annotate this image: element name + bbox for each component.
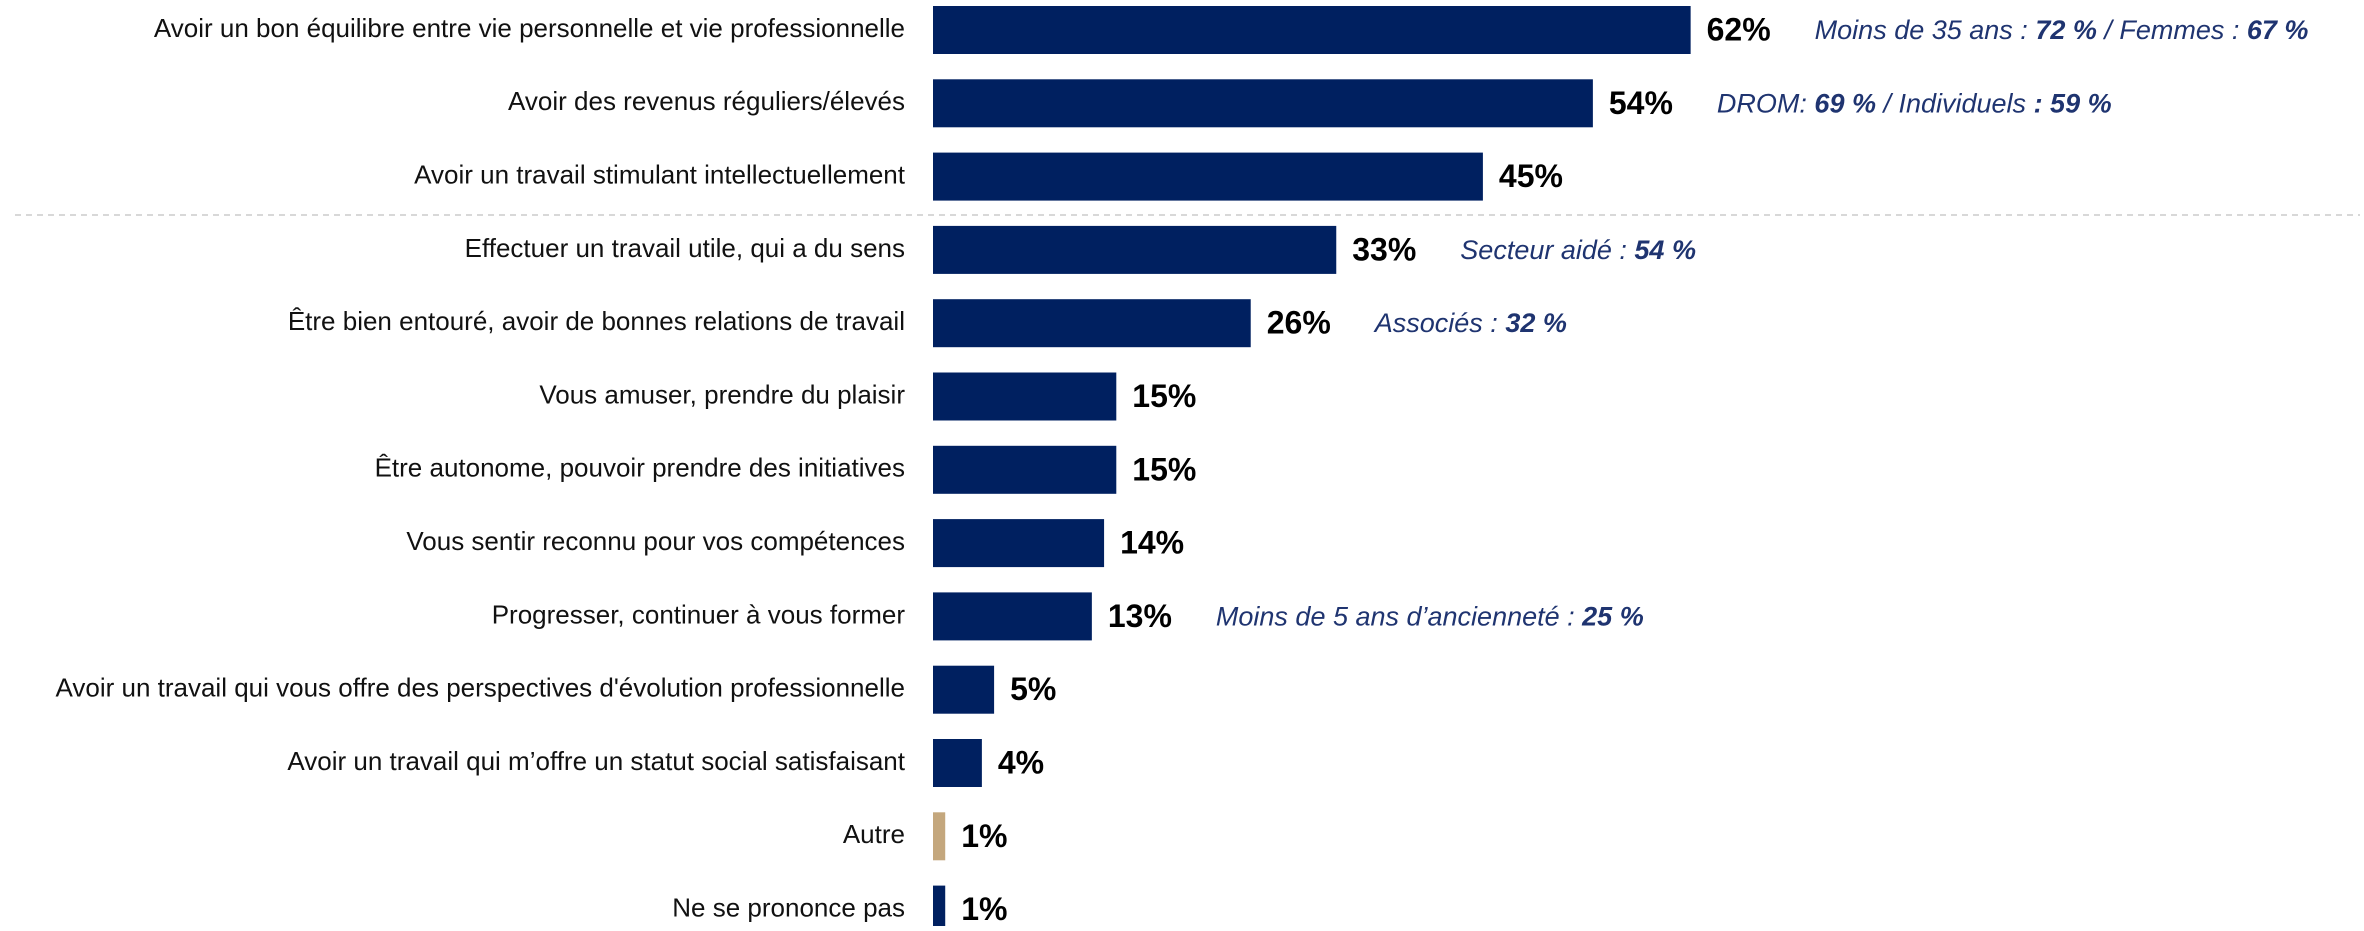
annotation-part: 69 % <box>1814 88 1876 118</box>
category-label: Avoir un bon équilibre entre vie personn… <box>154 13 905 43</box>
bar <box>933 6 1691 54</box>
value-label: 15% <box>1132 451 1196 487</box>
bar <box>933 79 1593 128</box>
annotation-part: Secteur aidé : <box>1460 235 1634 265</box>
bar <box>933 372 1117 421</box>
bar <box>933 445 1117 494</box>
annotation-part: Moins de 35 ans : <box>1815 15 2036 45</box>
value-label: 45% <box>1499 158 1563 194</box>
value-label: 62% <box>1707 11 1771 47</box>
value-label: 5% <box>1010 671 1056 707</box>
annotation-part: : 59 % <box>2034 88 2112 118</box>
annotation-part: 25 % <box>1581 602 1644 632</box>
annotation-part: Moins de 5 ans d’ancienneté : <box>1216 602 1582 632</box>
bar <box>933 665 995 714</box>
annotation: Moins de 5 ans d’ancienneté : 25 % <box>1216 602 1644 632</box>
category-label: Avoir des revenus réguliers/élevés <box>508 86 905 116</box>
value-label: 1% <box>961 891 1007 926</box>
value-label: 4% <box>998 744 1044 780</box>
category-label: Progresser, continuer à vous former <box>492 599 906 629</box>
category-label: Ne se prononce pas <box>672 892 905 922</box>
bar <box>933 812 946 861</box>
bar <box>933 299 1251 348</box>
bar <box>933 885 946 931</box>
category-label: Avoir un travail qui vous offre des pers… <box>56 673 906 703</box>
category-label: Être bien entouré, avoir de bonnes relat… <box>288 306 905 336</box>
value-label: 26% <box>1267 305 1331 341</box>
value-label: 14% <box>1120 525 1184 561</box>
annotation-part: 67 % <box>2247 15 2309 45</box>
value-label: 33% <box>1352 231 1416 267</box>
annotation-part: Associés : <box>1373 308 1506 338</box>
category-label: Effectuer un travail utile, qui a du sen… <box>465 233 905 263</box>
bar <box>933 152 1483 201</box>
annotation-part: DROM: <box>1717 88 1815 118</box>
value-label: 15% <box>1132 378 1196 414</box>
annotation: DROM: 69 % / Individuels : 59 % <box>1717 88 2112 118</box>
annotation-part: / Femmes : <box>2097 15 2247 45</box>
value-label: 54% <box>1609 85 1673 121</box>
annotation: Moins de 35 ans : 72 % / Femmes : 67 % <box>1815 15 2309 45</box>
annotation-part: 32 % <box>1505 308 1567 338</box>
value-label: 13% <box>1108 598 1172 634</box>
category-label: Avoir un travail stimulant intellectuell… <box>414 159 906 189</box>
category-label: Vous amuser, prendre du plaisir <box>539 379 905 409</box>
annotation-part: / Individuels <box>1876 88 2034 118</box>
annotation-part: 72 % <box>2035 15 2097 45</box>
category-label: Vous sentir reconnu pour vos compétences <box>406 526 905 556</box>
bar <box>933 225 1337 274</box>
bar <box>933 739 982 787</box>
annotation: Associés : 32 % <box>1373 308 1567 338</box>
annotation-part: 54 % <box>1634 235 1696 265</box>
category-label: Autre <box>843 819 905 849</box>
value-label: 1% <box>961 818 1007 854</box>
bar <box>933 519 1105 568</box>
bar <box>933 592 1092 641</box>
category-label: Être autonome, pouvoir prendre des initi… <box>375 453 905 483</box>
annotation: Secteur aidé : 54 % <box>1460 235 1696 265</box>
category-label: Avoir un travail qui m’offre un statut s… <box>287 746 905 776</box>
